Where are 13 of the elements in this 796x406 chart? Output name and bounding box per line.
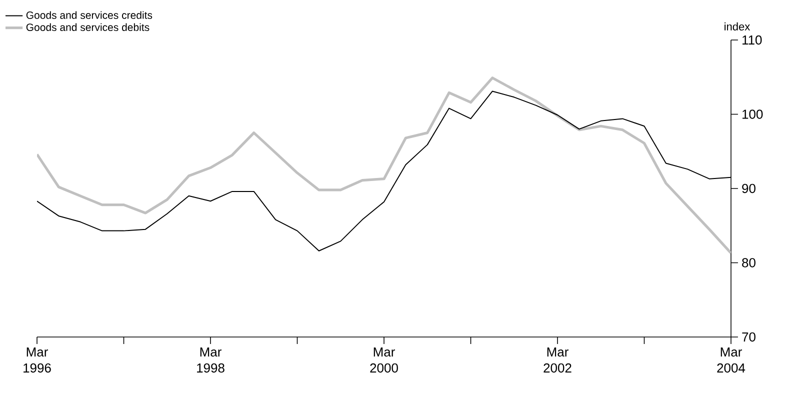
y-tick-label: 80 (742, 258, 756, 268)
legend-label: Goods and services credits (26, 11, 152, 19)
x-tick-label: Mar 1998 (197, 348, 224, 373)
y-tick-label: 100 (742, 110, 763, 119)
y-axis-title: index (724, 22, 750, 30)
y-tick-label: 110 (742, 35, 762, 45)
x-tick-label: Mar 2002 (544, 348, 572, 373)
legend-label: Goods and services debits (26, 23, 150, 32)
y-tick-label: 70 (742, 332, 756, 342)
y-tick-label: 90 (742, 184, 756, 194)
x-tick-label: Mar 2004 (717, 348, 746, 373)
x-tick-label: Mar 2000 (370, 348, 398, 373)
x-tick-label: Mar 1996 (24, 348, 51, 373)
